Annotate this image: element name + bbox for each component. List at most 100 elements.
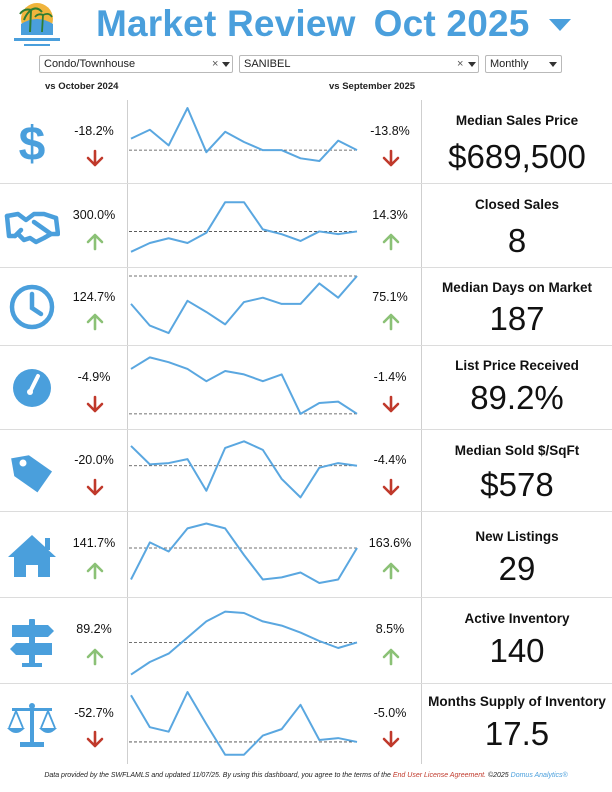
row-divider bbox=[0, 429, 612, 430]
sparkline bbox=[129, 522, 359, 584]
metric-value: $578 bbox=[480, 466, 554, 503]
period-dropdown-toggle[interactable] bbox=[548, 17, 572, 33]
mom-change: 14.3% bbox=[372, 207, 408, 222]
gauge-icon bbox=[13, 369, 51, 407]
mom-change: 75.1% bbox=[372, 289, 408, 304]
mom-change: 163.6% bbox=[368, 536, 412, 551]
arrow-down-icon bbox=[86, 149, 104, 167]
arrow-up-icon bbox=[382, 233, 400, 251]
arrow-down-icon bbox=[382, 478, 400, 495]
sparkline-series bbox=[130, 356, 358, 415]
metric-row-median-sales-price: $ -18.2% -13.8% Median Sales Price $689,500 bbox=[0, 100, 612, 184]
tag-icon bbox=[11, 455, 53, 493]
metric-value: 140 bbox=[489, 632, 545, 669]
yoy-change: -4.9% bbox=[77, 369, 111, 384]
arrow-down-icon bbox=[86, 731, 104, 748]
sparkline bbox=[129, 356, 359, 415]
mom-change: -13.8% bbox=[370, 123, 410, 138]
frequency-value: Monthly bbox=[490, 58, 529, 70]
row-divider bbox=[0, 267, 612, 268]
metric-value: 187 bbox=[489, 300, 545, 337]
row-divider bbox=[0, 183, 612, 184]
sparkline-series bbox=[130, 440, 358, 499]
mom-change: 8.5% bbox=[375, 622, 405, 637]
handshake-icon bbox=[4, 211, 60, 245]
clock-icon bbox=[9, 284, 55, 330]
dollar-icon: $ bbox=[19, 118, 46, 168]
yoy-column-label: vs October 2024 bbox=[45, 81, 119, 92]
property-type-filter[interactable]: Condo/Townhouse × bbox=[39, 55, 233, 73]
metric-row-closed-sales: 300.0% 14.3% Closed Sales 8 bbox=[0, 184, 612, 268]
row-divider bbox=[0, 511, 612, 512]
sparkline-series bbox=[130, 610, 358, 676]
yoy-change: 124.7% bbox=[72, 289, 116, 304]
metric-label: Median Sold $/SqFt bbox=[454, 443, 580, 458]
arrow-down-icon bbox=[86, 478, 104, 495]
row-divider bbox=[0, 597, 612, 598]
metric-row-median-sold-per-sqft: -20.0% -4.4% Median Sold $/SqFt $578 bbox=[0, 430, 612, 512]
header: Market Review Oct 2025 bbox=[0, 0, 612, 50]
title-main: Market Review bbox=[96, 3, 356, 44]
property-type-value: Condo/Townhouse bbox=[44, 58, 136, 70]
sparkline bbox=[129, 691, 359, 756]
sparkline bbox=[129, 201, 359, 253]
mom-column-label: vs September 2025 bbox=[329, 81, 416, 92]
sparkline-series bbox=[130, 275, 358, 335]
metric-row-list-price-received: -4.9% -1.4% List Price Received 89.2% bbox=[0, 346, 612, 430]
footer-disclaimer: Data provided by the SWFLAMLS and update… bbox=[44, 772, 391, 779]
metric-value: 17.5 bbox=[484, 715, 550, 752]
yoy-change: 300.0% bbox=[72, 207, 116, 222]
signpost-icon bbox=[10, 619, 54, 667]
arrow-up-icon bbox=[86, 313, 104, 331]
yoy-change: -52.7% bbox=[74, 706, 114, 721]
domus-analytics-link[interactable]: Domus Analytics® bbox=[510, 772, 568, 779]
company-logo bbox=[14, 3, 60, 46]
page-title: Market Review Oct 2025 bbox=[96, 0, 530, 48]
sparkline bbox=[129, 107, 359, 163]
divider bbox=[421, 100, 422, 764]
chevron-down-icon[interactable] bbox=[549, 62, 557, 67]
scales-icon bbox=[7, 703, 57, 747]
clear-location-icon[interactable]: × bbox=[457, 58, 464, 70]
sparkline bbox=[129, 610, 359, 676]
footer: Data provided by the SWFLAMLS and update… bbox=[0, 772, 612, 779]
eula-link[interactable]: End User License Agreement. bbox=[392, 772, 486, 779]
divider bbox=[127, 100, 128, 764]
chevron-down-icon[interactable] bbox=[222, 62, 230, 67]
chevron-down-icon[interactable] bbox=[468, 62, 476, 67]
metric-label: Closed Sales bbox=[474, 197, 560, 212]
metric-value: 29 bbox=[498, 550, 536, 587]
sparkline-series bbox=[130, 201, 358, 253]
footer-copyright: ©2025 bbox=[487, 772, 509, 779]
metric-row-months-supply-of-inventory: -52.7% -5.0% Months Supply of Inventory 17.… bbox=[0, 684, 612, 764]
svg-text:$: $ bbox=[19, 118, 46, 168]
sparkline-series bbox=[130, 691, 358, 756]
location-value: SANIBEL bbox=[244, 58, 291, 70]
house-icon bbox=[8, 535, 56, 577]
arrow-down-icon bbox=[382, 149, 400, 167]
yoy-change: -18.2% bbox=[74, 123, 114, 138]
metric-row-active-inventory: 89.2% 8.5% Active Inventory 140 bbox=[0, 598, 612, 684]
row-divider bbox=[0, 345, 612, 346]
metric-row-new-listings: 141.7% 163.6% New Listings 29 bbox=[0, 512, 612, 598]
yoy-change: -20.0% bbox=[74, 452, 114, 467]
sparkline-series bbox=[130, 522, 358, 584]
metric-label: Median Days on Market bbox=[441, 280, 593, 295]
arrow-up-icon bbox=[86, 233, 104, 251]
yoy-change: 141.7% bbox=[72, 536, 116, 551]
metric-label: Months Supply of Inventory bbox=[428, 694, 606, 709]
location-filter[interactable]: SANIBEL × bbox=[239, 55, 479, 73]
title-period: Oct 2025 bbox=[373, 3, 530, 44]
metric-row-median-days-on-market: 124.7% 75.1% Median Days on Market 187 bbox=[0, 268, 612, 346]
arrow-down-icon bbox=[86, 395, 104, 413]
yoy-change: 89.2% bbox=[76, 622, 112, 637]
sparkline bbox=[129, 440, 359, 499]
arrow-down-icon bbox=[382, 731, 400, 748]
metric-value: 8 bbox=[507, 222, 527, 259]
metric-value: 89.2% bbox=[470, 379, 564, 416]
clear-property-type-icon[interactable]: × bbox=[212, 58, 219, 70]
frequency-select[interactable]: Monthly bbox=[485, 55, 562, 73]
arrow-up-icon bbox=[382, 313, 400, 331]
arrow-up-icon bbox=[382, 648, 400, 666]
sparkline bbox=[129, 275, 359, 335]
